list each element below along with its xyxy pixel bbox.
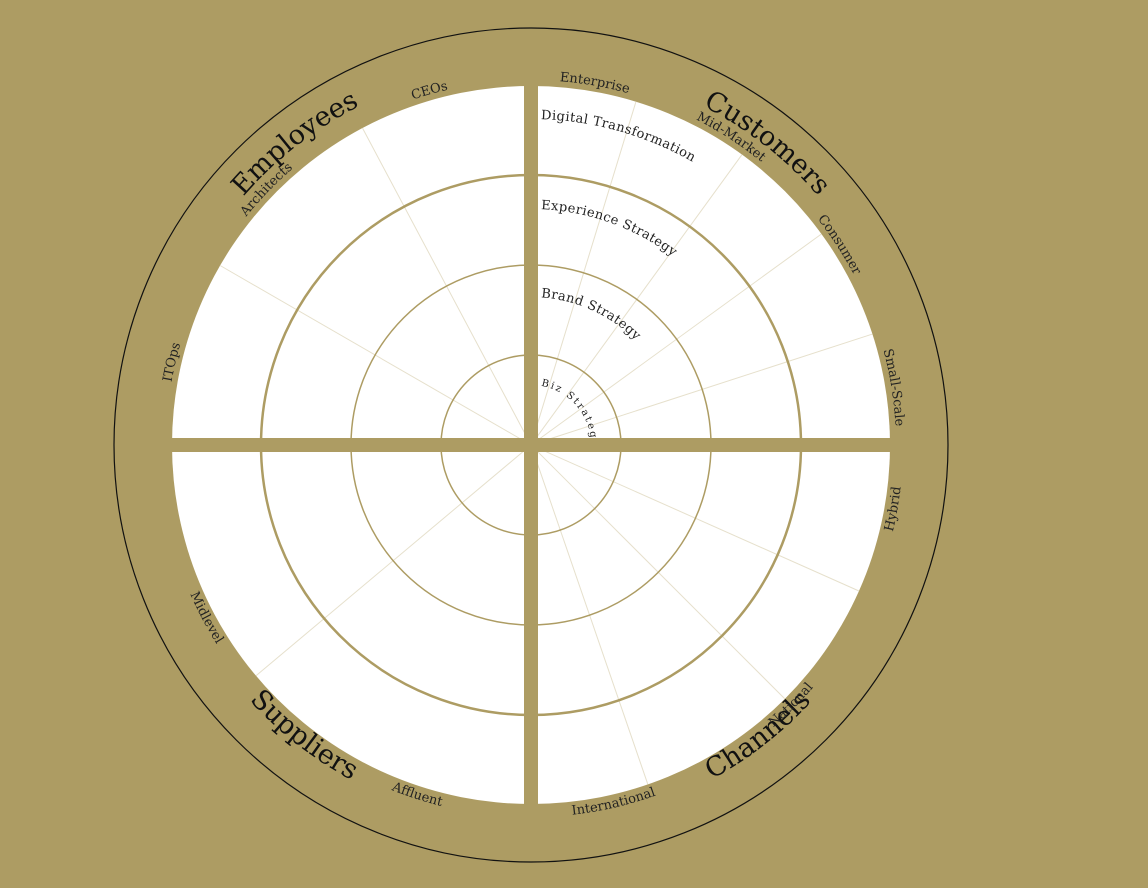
segment-divider-line [540,333,873,443]
horizontal-gap [168,438,894,452]
segment-divider-line [533,101,637,436]
segment-divider-line [539,448,860,592]
outer-outline [113,27,949,863]
ring-circles [168,82,894,808]
segment-divider-line [362,127,527,437]
segment-divider-line [533,454,649,785]
segment-divider-line [537,451,786,700]
segment-dividers [219,101,873,785]
outer-circle [113,27,949,863]
segment-divider-line [538,233,822,440]
segment-divider-line [219,265,523,441]
segment-divider-line [536,154,743,438]
segment-divider-line [255,451,524,677]
